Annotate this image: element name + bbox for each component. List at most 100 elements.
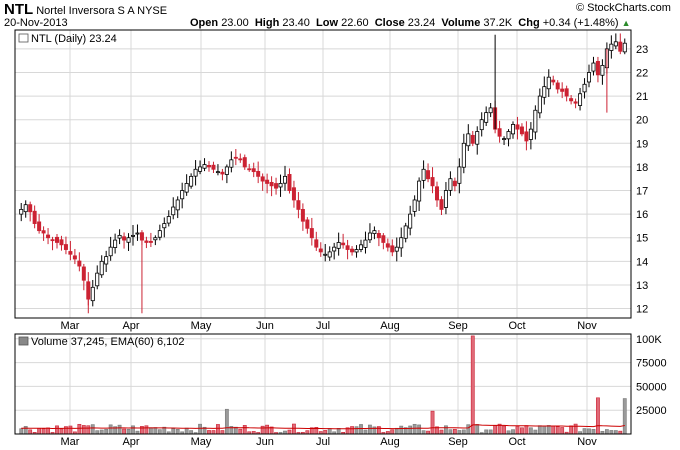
volume-bar	[475, 424, 480, 435]
volume-bar	[90, 424, 95, 435]
price-candle	[104, 256, 109, 265]
price-candle	[296, 200, 301, 210]
price-candle	[113, 239, 118, 248]
price-candle	[582, 83, 587, 93]
price-candle	[434, 186, 439, 201]
price-candle	[524, 131, 529, 142]
price-candle	[166, 216, 171, 224]
volume-bar	[511, 429, 515, 435]
volume-bar	[466, 424, 471, 435]
volume-bar	[148, 427, 153, 435]
price-candle	[578, 93, 583, 106]
price-candle	[37, 221, 42, 232]
volume-bar	[175, 429, 180, 435]
price-legend-text: NTL (Daily) 23.24	[31, 33, 117, 45]
price-candle	[376, 233, 381, 239]
volume-bar	[542, 425, 547, 435]
price-panel-frame	[14, 29, 632, 319]
price-x-tick: Oct	[508, 320, 525, 332]
volume-bar	[233, 426, 238, 435]
price-candle	[130, 234, 135, 237]
volume-bar	[430, 410, 435, 435]
volume-legend-icon	[18, 336, 29, 346]
volume-panel-frame	[14, 333, 632, 435]
volume-bar	[591, 429, 596, 435]
volume-x-tick: May	[191, 436, 212, 448]
volume-bar	[502, 425, 506, 435]
volume-bar	[399, 425, 404, 435]
volume-bar	[117, 424, 122, 435]
price-candle	[408, 213, 413, 229]
price-candle	[426, 170, 431, 180]
price-candle	[421, 168, 426, 181]
price-candle	[587, 72, 592, 83]
price-candle	[95, 272, 100, 287]
volume-bar	[408, 425, 413, 435]
volume-bar	[582, 428, 587, 435]
volume-bar	[260, 425, 265, 435]
price-candle	[99, 260, 104, 276]
price-x-tick: Jun	[256, 320, 274, 332]
price-x-tick: Mar	[61, 320, 80, 332]
volume-bar	[68, 425, 73, 435]
price-candle	[211, 164, 216, 170]
price-candle	[327, 251, 332, 258]
price-candle	[542, 86, 547, 98]
volume-bar	[412, 423, 417, 435]
price-candle	[448, 178, 453, 191]
price-y-tick: 23	[636, 44, 648, 56]
price-y-tick: 13	[636, 280, 648, 292]
price-candle	[46, 234, 51, 239]
volume-bar	[265, 424, 270, 435]
volume-bar	[55, 425, 59, 435]
volume-bar	[59, 428, 64, 435]
price-candle	[224, 166, 229, 175]
price-candle	[515, 124, 520, 130]
price-candle	[618, 41, 623, 52]
price-candle	[372, 230, 377, 234]
volume-bar	[184, 427, 189, 435]
price-candles	[19, 33, 627, 314]
volume-bar	[569, 425, 574, 435]
price-candle	[573, 101, 578, 104]
price-x-tick: May	[191, 320, 212, 332]
volume-bar	[515, 426, 520, 435]
volume-bar	[587, 428, 591, 435]
volume-bar	[520, 427, 524, 435]
price-candle	[117, 234, 122, 239]
price-candle	[81, 266, 86, 281]
volume-bar	[390, 429, 395, 435]
price-y-tick: 21	[636, 91, 648, 103]
price-candle	[32, 210, 37, 224]
volume-x-axis: Mar Apr May Jun Jul Aug Sep Oct Nov	[61, 436, 598, 448]
volume-bar	[546, 425, 551, 435]
volume-y-tick: 25000	[636, 405, 667, 417]
price-candle	[461, 142, 466, 168]
price-candle	[341, 242, 346, 246]
volume-bar	[457, 430, 462, 435]
close-value: 23.24	[407, 17, 436, 29]
volume-bar	[77, 423, 82, 435]
price-candle	[305, 219, 310, 229]
price-candle	[157, 230, 162, 238]
price-candle	[139, 232, 144, 241]
volume-bar	[99, 429, 104, 435]
chart-header: NTL Nortel Inversora S A NYSE	[4, 1, 167, 18]
watermark: © StockCharts.com	[576, 2, 671, 14]
price-candle	[488, 107, 493, 114]
price-candle	[466, 133, 471, 147]
volume-bar	[609, 430, 614, 435]
price-candle	[412, 199, 417, 212]
volume-bar	[524, 425, 529, 435]
price-y-axis: 12 13 14 15 16 17 18 19 20 21 22 23	[636, 44, 648, 316]
price-candle	[135, 232, 140, 235]
price-candle	[220, 171, 225, 175]
price-candle	[336, 242, 341, 249]
volume-bar	[488, 429, 493, 435]
ema-line	[21, 424, 625, 430]
price-legend: NTL (Daily) 23.24	[18, 33, 117, 45]
price-candle	[278, 183, 283, 188]
ticker-symbol: NTL	[4, 1, 34, 18]
volume-bar	[439, 429, 444, 435]
volume-bar	[198, 423, 202, 435]
